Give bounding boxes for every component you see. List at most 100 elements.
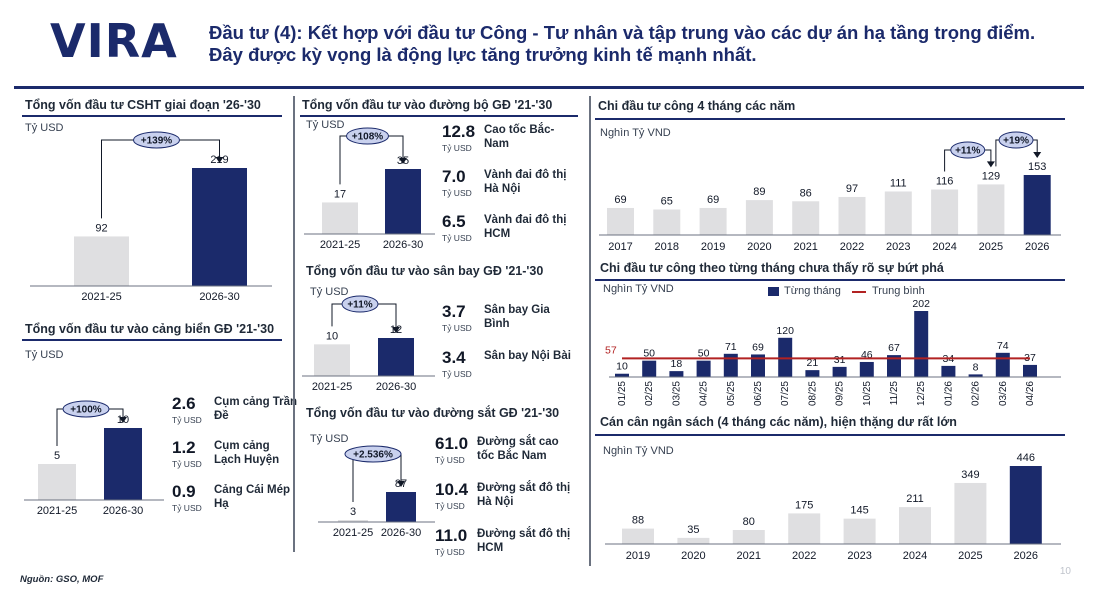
x-tick-2025: 2025 [958, 550, 982, 562]
kpi-label: Cao tốc Bắc-Nam [484, 124, 555, 150]
bar-2022 [788, 513, 821, 544]
bar-03/25 [669, 371, 684, 377]
x-tick-2024: 2024 [932, 241, 956, 253]
x-tick-02/26: 02/26 [971, 381, 982, 406]
x-tick-11/25: 11/25 [889, 381, 900, 406]
bar-2019 [699, 207, 727, 235]
x-tick-04/25: 04/25 [699, 381, 710, 406]
monthly-title-rule [595, 279, 1065, 281]
kpi-unit: Tỷ USD [435, 455, 465, 465]
kpi-label: Sân bay Gia Bình [484, 304, 550, 330]
bar-01/26 [941, 365, 956, 377]
value-label-04/26: 37 [1024, 352, 1036, 364]
value-label-2019: 88 [632, 515, 644, 527]
bar-2026-30 [104, 428, 142, 500]
kpi-value: 6.5 [442, 212, 466, 231]
x-tick-2026: 2026 [1014, 550, 1038, 562]
growth-badge [62, 400, 110, 418]
value-label-07/25: 120 [776, 325, 794, 337]
kpi-label: Cụm cảng Trần Đề [214, 396, 298, 422]
value-label-09/25: 31 [834, 354, 846, 366]
value-label-2020: 89 [753, 186, 765, 198]
kpi-label: Sân bay Nội Bài [484, 350, 571, 362]
kpi-value: 0.9 [172, 482, 196, 501]
bar-05/25 [723, 353, 738, 377]
bar-2020 [677, 537, 710, 544]
growth-label: +2.536% [353, 450, 393, 461]
x-tick-2021-25: 2021-25 [333, 527, 373, 539]
value-label-10/25: 46 [861, 349, 873, 361]
bar-2023 [884, 191, 912, 235]
kpi-label: Cụm cảng Lạch Huyện [214, 440, 280, 466]
x-tick-2021: 2021 [793, 241, 817, 253]
growth-label: +11% [347, 300, 372, 311]
bar-02/25 [642, 360, 657, 377]
bar-12/25 [914, 311, 929, 377]
average-value-label: 57 [605, 344, 617, 356]
bar-2025 [954, 482, 987, 544]
growth-arrow-head-1 [986, 161, 995, 168]
x-tick-2018: 2018 [655, 241, 679, 253]
value-label-2021-25: 10 [326, 330, 338, 342]
budget-chart: 88 2019 35 2020 80 2021 175 2022 145 2023 211 2024 3… [605, 452, 1061, 562]
csht-unit: Tỷ USD [25, 122, 64, 134]
public4m-unit: Nghìn Tỷ VND [600, 127, 671, 139]
kpi-unit: Tỷ USD [442, 188, 472, 198]
value-label-2021: 80 [743, 516, 755, 528]
value-label-2026: 153 [1028, 161, 1046, 173]
kpi-value: 7.0 [442, 167, 466, 186]
growth-1-badge [950, 141, 986, 159]
value-label-02/25: 50 [643, 348, 655, 360]
budget-unit: Nghìn Tỷ VND [603, 445, 674, 457]
growth-1-label: +11% [955, 146, 980, 157]
x-tick-01/26: 01/26 [943, 381, 954, 406]
bar-2026-30 [192, 168, 247, 286]
value-label-2021-25: 92 [95, 222, 107, 234]
value-label-2021-25: 17 [334, 188, 346, 200]
value-label-2021: 86 [800, 187, 812, 199]
value-label-12/25: 202 [912, 298, 930, 310]
source-note: Nguồn: GSO, MOF [20, 574, 104, 585]
value-label-2025: 349 [961, 469, 979, 481]
growth-label: +139% [141, 136, 173, 147]
legend-label-monthly: Từng tháng [784, 285, 841, 297]
value-label-2024: 116 [936, 176, 954, 188]
x-tick-2017: 2017 [608, 241, 632, 253]
legend-label-average: Trung bình [872, 285, 925, 297]
airport-unit: Tỷ USD [310, 286, 349, 298]
kpi-label: Vành đai đô thị HCM [484, 214, 567, 240]
kpi-unit: Tỷ USD [435, 501, 465, 511]
kpi-value: 61.0 [435, 434, 469, 453]
growth-badge [341, 295, 379, 313]
growth-arrow-head-2 [1033, 152, 1042, 158]
bar-10/25 [859, 361, 874, 377]
x-tick-2023: 2023 [886, 241, 910, 253]
x-tick-2020: 2020 [681, 550, 705, 562]
column-separator-right [589, 96, 591, 566]
value-label-03/25: 18 [671, 358, 683, 370]
growth-arrow-head [397, 481, 405, 487]
bar-2021-25 [38, 464, 76, 500]
growth-label: +100% [70, 405, 102, 416]
bar-2026-30 [386, 492, 416, 522]
x-tick-2023: 2023 [847, 550, 871, 562]
csht-title-rule [22, 115, 282, 117]
value-label-02/26: 8 [973, 361, 979, 373]
kpi-unit: Tỷ USD [442, 323, 472, 333]
kpi-unit: Tỷ USD [442, 369, 472, 379]
x-tick-2025: 2025 [979, 241, 1003, 253]
kpi-value: 2.6 [172, 394, 196, 413]
bar-2019 [622, 528, 654, 544]
bar-06/25 [751, 354, 765, 377]
bar-2021-25 [338, 520, 368, 522]
value-label-2024: 211 [906, 493, 924, 505]
bar-2025 [977, 184, 1005, 235]
x-tick-03/25: 03/25 [671, 381, 682, 406]
value-label-2021-25: 3 [350, 506, 356, 518]
value-label-2023: 145 [850, 505, 868, 517]
public4m-chart: 69 2017 65 2018 69 2019 89 2020 86 2021 97 2022 111 2… [599, 131, 1061, 253]
bar-2026 [1009, 466, 1042, 544]
bar-09/25 [832, 366, 847, 377]
port-unit: Tỷ USD [25, 349, 64, 361]
